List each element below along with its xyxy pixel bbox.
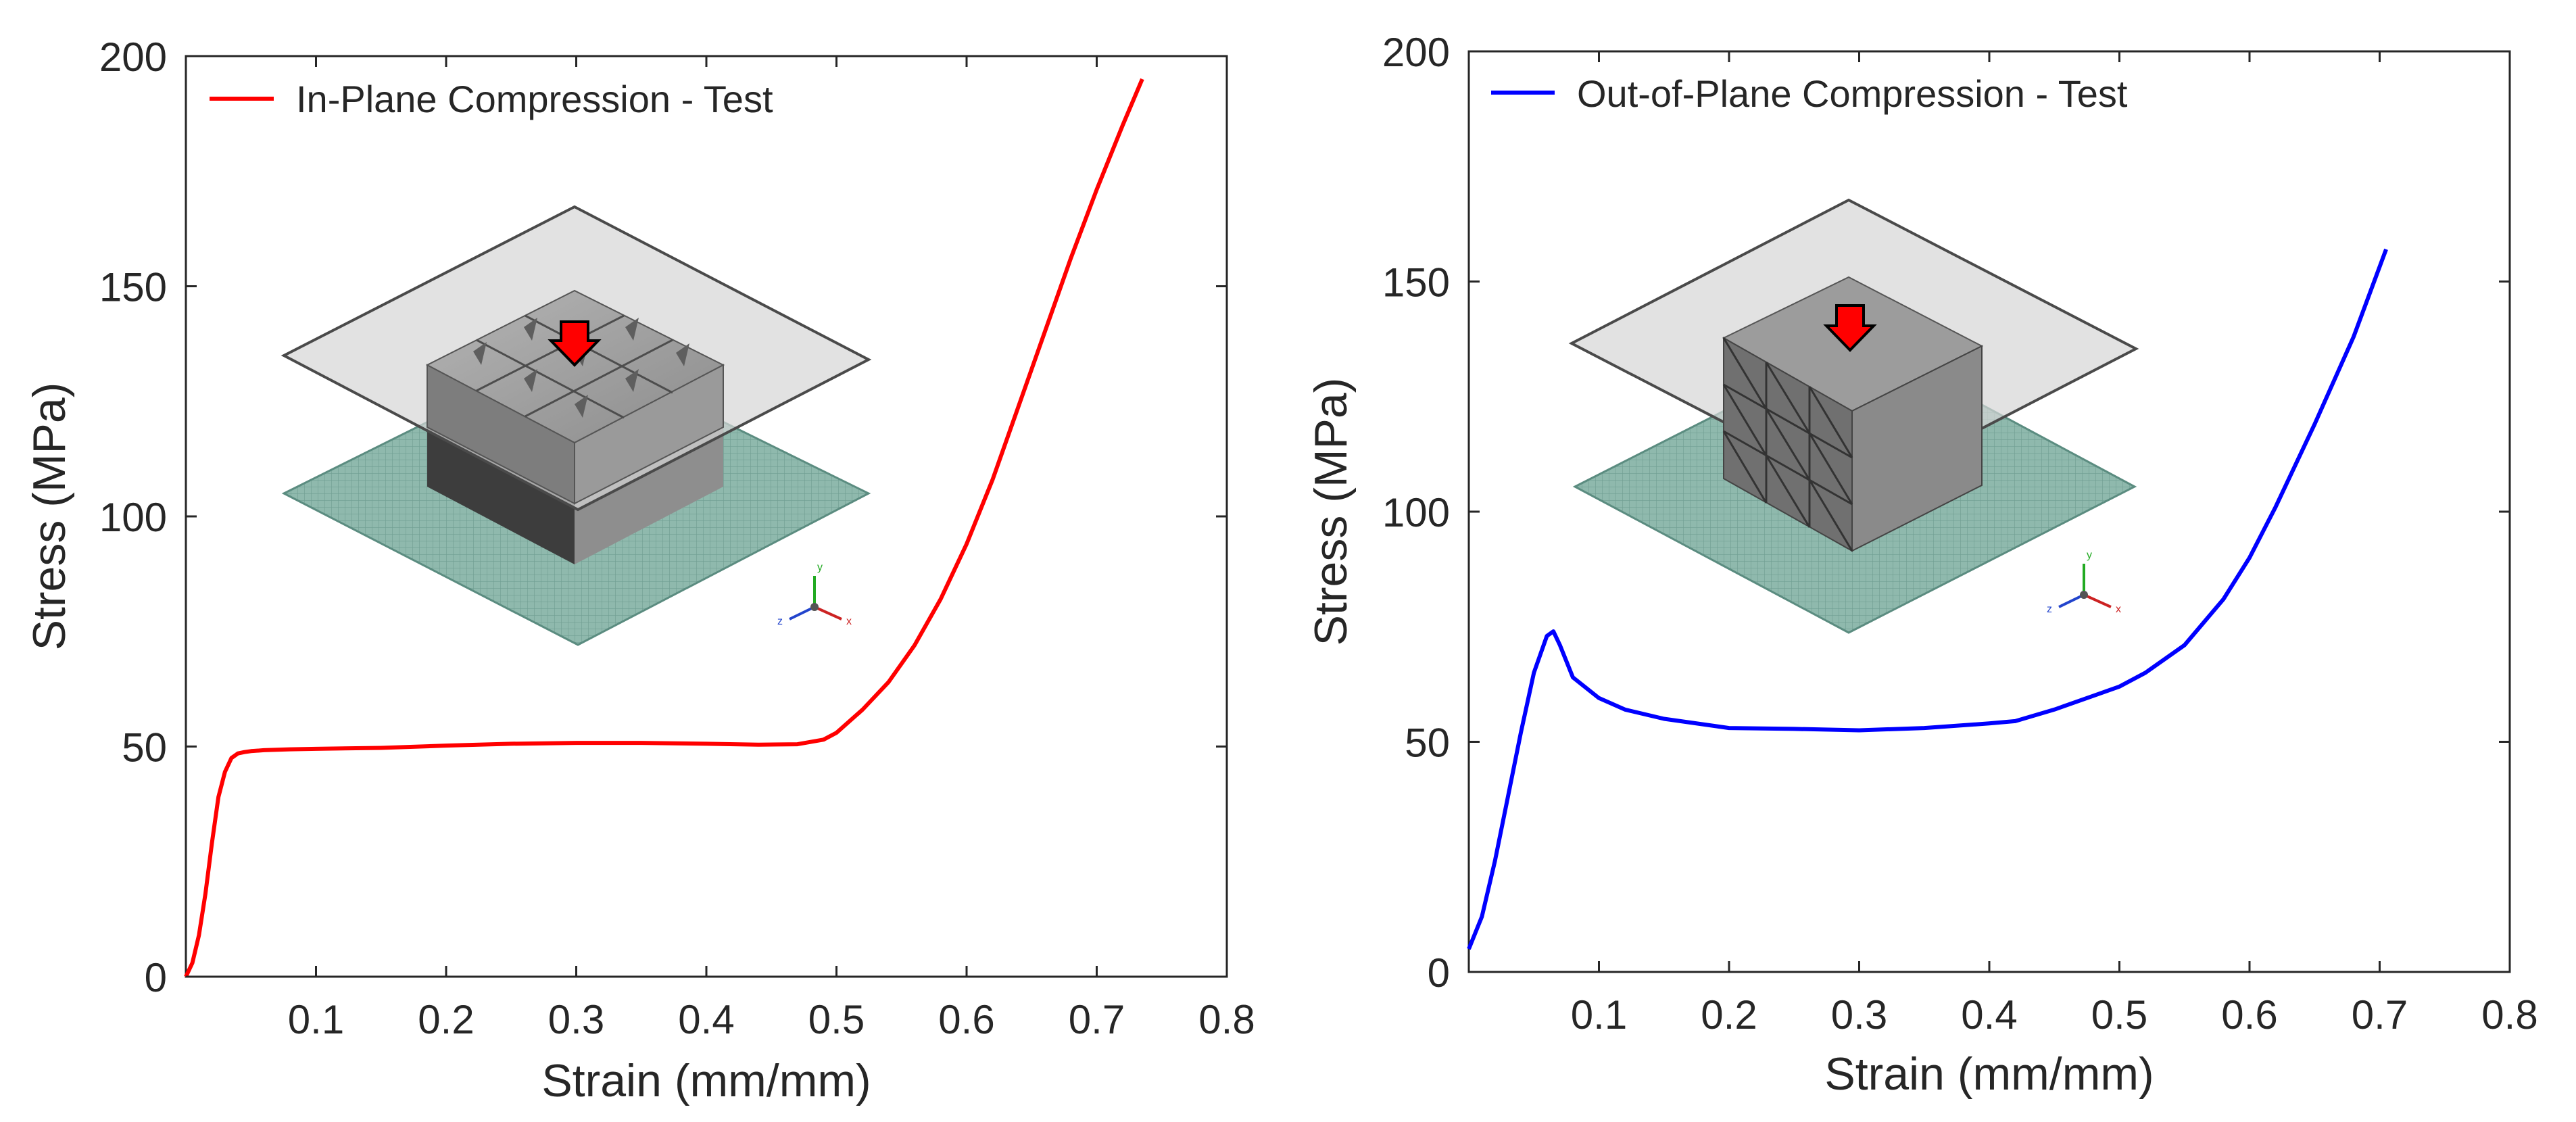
x-tick-label: 0.6 bbox=[2221, 992, 2277, 1038]
coordinate-triad bbox=[2058, 564, 2112, 608]
x-tick-label: 0.2 bbox=[1701, 992, 1757, 1038]
triad-label-y: y bbox=[2087, 550, 2092, 561]
triad-label-z: z bbox=[777, 616, 783, 627]
triad-label-y: y bbox=[817, 562, 823, 573]
x-tick-label: 0.8 bbox=[1198, 997, 1255, 1042]
legend: Out-of-Plane Compression - Test bbox=[1491, 72, 2128, 115]
y-tick-label: 0 bbox=[145, 955, 167, 1000]
triad-label-x: x bbox=[846, 616, 852, 627]
y-tick-label: 150 bbox=[99, 265, 167, 310]
y-ticks: 0 50 100 150 200 bbox=[99, 34, 1227, 1000]
legend: In-Plane Compression - Test bbox=[210, 78, 773, 120]
coordinate-triad bbox=[789, 576, 842, 620]
series-line-out-of-plane bbox=[1467, 248, 2388, 950]
x-tick-label: 0.1 bbox=[288, 997, 344, 1042]
x-tick-label: 0.7 bbox=[2352, 992, 2408, 1038]
x-tick-label: 0.5 bbox=[808, 997, 865, 1042]
y-axis-label: Stress (MPa) bbox=[1305, 378, 1357, 646]
series-line-in-plane bbox=[184, 78, 1144, 978]
legend-entry: Out-of-Plane Compression - Test bbox=[1577, 72, 2128, 115]
inset-illustration-out-of-plane: y x z bbox=[1568, 198, 2139, 634]
triad-label-x: x bbox=[2116, 604, 2121, 615]
x-tick-label: 0.4 bbox=[678, 997, 734, 1042]
y-axis-label: Stress (MPa) bbox=[24, 383, 75, 651]
x-tick-label: 0.1 bbox=[1571, 992, 1627, 1038]
lattice-lines bbox=[1722, 337, 1853, 552]
x-tick-label: 0.7 bbox=[1069, 997, 1125, 1042]
x-ticks: 0.1 0.2 0.3 0.4 0.5 0.6 0.7 0.8 bbox=[1571, 51, 2538, 1038]
chart-panel-left: y x z 0.1 0.2 0.3 0.4 0.5 0.6 0.7 0.8 0 50 100 150… bbox=[24, 34, 1255, 1106]
y-tick-label: 100 bbox=[99, 495, 167, 540]
x-tick-label: 0.3 bbox=[548, 997, 604, 1042]
x-tick-label: 0.6 bbox=[938, 997, 994, 1042]
triad-label-z: z bbox=[2047, 604, 2052, 615]
chart-panel-right: y x z 0.1 0.2 0.3 0.4 0.5 0.6 0.7 0.8 0 50 100 150… bbox=[1305, 30, 2538, 1100]
inset-illustration-in-plane: y x z bbox=[281, 205, 872, 646]
x-tick-label: 0.4 bbox=[1961, 992, 2017, 1038]
y-ticks: 0 50 100 150 200 bbox=[1382, 30, 2510, 996]
y-tick-label: 200 bbox=[99, 34, 167, 80]
x-tick-label: 0.8 bbox=[2481, 992, 2537, 1038]
x-tick-label: 0.3 bbox=[1831, 992, 1887, 1038]
y-tick-label: 150 bbox=[1382, 260, 1450, 306]
grid-cells bbox=[476, 314, 673, 419]
y-tick-label: 0 bbox=[1428, 950, 1450, 996]
x-axis-label: Strain (mm/mm) bbox=[1824, 1048, 2154, 1100]
y-tick-label: 50 bbox=[122, 725, 167, 771]
x-tick-label: 0.2 bbox=[418, 997, 474, 1042]
y-tick-label: 50 bbox=[1405, 721, 1450, 766]
legend-entry: In-Plane Compression - Test bbox=[296, 78, 773, 120]
y-tick-label: 100 bbox=[1382, 490, 1450, 535]
x-tick-label: 0.5 bbox=[2091, 992, 2147, 1038]
load-arrow bbox=[1823, 304, 1877, 352]
x-ticks: 0.1 0.2 0.3 0.4 0.5 0.6 0.7 0.8 bbox=[288, 56, 1255, 1042]
load-arrow bbox=[548, 320, 602, 367]
specimen-side-face-upper bbox=[574, 364, 724, 505]
x-axis-label: Strain (mm/mm) bbox=[541, 1055, 871, 1106]
y-tick-label: 200 bbox=[1382, 30, 1450, 75]
